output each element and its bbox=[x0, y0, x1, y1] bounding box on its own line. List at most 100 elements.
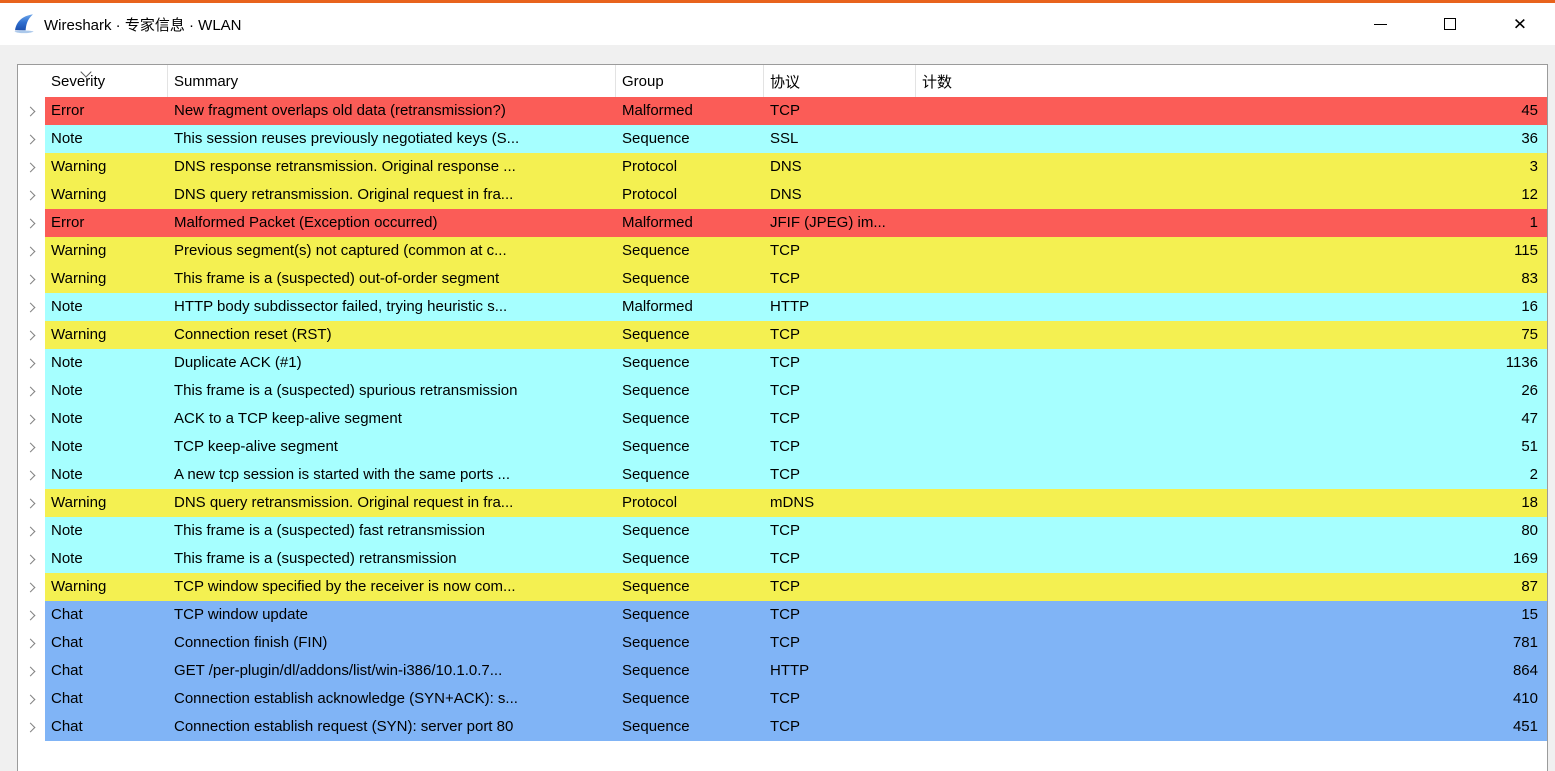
expert-info-table: Severity Summary Group 协议 计数 Error New fr… bbox=[17, 64, 1548, 771]
chevron-right-icon[interactable] bbox=[25, 554, 36, 564]
row-gutter bbox=[18, 349, 45, 377]
table-row[interactable]: Chat Connection establish request (SYN): … bbox=[18, 713, 1547, 741]
row-background: Note TCP keep-alive segment Sequence TCP 51 bbox=[45, 433, 1547, 461]
table-row[interactable]: Note ACK to a TCP keep-alive segment Seque… bbox=[18, 405, 1547, 433]
row-background: Warning DNS response retransmission. Orig… bbox=[45, 153, 1547, 181]
cell-count: 1136 bbox=[1505, 354, 1538, 371]
chevron-right-icon[interactable] bbox=[25, 526, 36, 536]
cell-summary: Previous segment(s) not captured (common… bbox=[174, 242, 507, 259]
cell-summary: A new tcp session is started with the sa… bbox=[174, 466, 510, 483]
cell-count: 16 bbox=[1521, 298, 1538, 315]
chevron-right-icon[interactable] bbox=[25, 358, 36, 368]
chevron-right-icon[interactable] bbox=[25, 498, 36, 508]
chevron-right-icon[interactable] bbox=[25, 470, 36, 480]
cell-protocol: SSL bbox=[770, 130, 799, 147]
chevron-right-icon[interactable] bbox=[25, 302, 36, 312]
row-background: Chat TCP window update Sequence TCP 15 bbox=[45, 601, 1547, 629]
cell-severity: Note bbox=[51, 466, 83, 483]
chevron-right-icon[interactable] bbox=[25, 274, 36, 284]
chevron-right-icon[interactable] bbox=[25, 106, 36, 116]
cell-count: 26 bbox=[1521, 382, 1538, 399]
wireshark-logo-icon bbox=[14, 14, 34, 34]
chevron-right-icon[interactable] bbox=[25, 414, 36, 424]
chevron-right-icon[interactable] bbox=[25, 386, 36, 396]
chevron-right-icon[interactable] bbox=[25, 246, 36, 256]
row-background: Chat Connection finish (FIN) Sequence TCP 78… bbox=[45, 629, 1547, 657]
cell-severity: Note bbox=[51, 438, 83, 455]
cell-group: Sequence bbox=[622, 578, 690, 595]
table-row[interactable]: Note TCP keep-alive segment Sequence TCP 51 bbox=[18, 433, 1547, 461]
cell-group: Sequence bbox=[622, 634, 690, 651]
chevron-right-icon[interactable] bbox=[25, 610, 36, 620]
table-row[interactable]: Warning Previous segment(s) not captured … bbox=[18, 237, 1547, 265]
chevron-right-icon[interactable] bbox=[25, 190, 36, 200]
chevron-right-icon[interactable] bbox=[25, 666, 36, 676]
maximize-button[interactable] bbox=[1415, 3, 1485, 45]
table-row[interactable]: Note This frame is a (suspected) retransm… bbox=[18, 545, 1547, 573]
chevron-right-icon[interactable] bbox=[25, 638, 36, 648]
row-background: Note HTTP body subdissector failed, tryin… bbox=[45, 293, 1547, 321]
cell-severity: Note bbox=[51, 410, 83, 427]
table-row[interactable]: Error New fragment overlaps old data (ret… bbox=[18, 97, 1547, 125]
table-row[interactable]: Chat TCP window update Sequence TCP 15 bbox=[18, 601, 1547, 629]
column-header-group[interactable]: Group bbox=[616, 65, 764, 97]
cell-summary: TCP window update bbox=[174, 606, 308, 623]
cell-summary: Connection finish (FIN) bbox=[174, 634, 328, 651]
chevron-right-icon[interactable] bbox=[25, 582, 36, 592]
table-row[interactable]: Warning DNS query retransmission. Origina… bbox=[18, 181, 1547, 209]
close-button[interactable]: ✕ bbox=[1485, 3, 1555, 45]
chevron-right-icon[interactable] bbox=[25, 694, 36, 704]
chevron-right-icon[interactable] bbox=[25, 722, 36, 732]
table-row[interactable]: Warning TCP window specified by the recei… bbox=[18, 573, 1547, 601]
chevron-right-icon[interactable] bbox=[25, 218, 36, 228]
row-gutter bbox=[18, 629, 45, 657]
table-row[interactable]: Note Duplicate ACK (#1) Sequence TCP 1136 bbox=[18, 349, 1547, 377]
cell-group: Sequence bbox=[622, 326, 690, 343]
cell-severity: Warning bbox=[51, 242, 107, 259]
table-row[interactable]: Note HTTP body subdissector failed, tryin… bbox=[18, 293, 1547, 321]
cell-summary: TCP window specified by the receiver is … bbox=[174, 578, 516, 595]
cell-summary: New fragment overlaps old data (retransm… bbox=[174, 102, 506, 119]
cell-count: 80 bbox=[1521, 522, 1538, 539]
cell-severity: Note bbox=[51, 382, 83, 399]
row-background: Error Malformed Packet (Exception occurre… bbox=[45, 209, 1547, 237]
table-row[interactable]: Chat Connection finish (FIN) Sequence TCP 78… bbox=[18, 629, 1547, 657]
minimize-button[interactable] bbox=[1345, 3, 1415, 45]
row-gutter bbox=[18, 377, 45, 405]
table-row[interactable]: Note This session reuses previously negot… bbox=[18, 125, 1547, 153]
chevron-right-icon[interactable] bbox=[25, 134, 36, 144]
table-row[interactable]: Note This frame is a (suspected) fast ret… bbox=[18, 517, 1547, 545]
table-row[interactable]: Note This frame is a (suspected) spurious… bbox=[18, 377, 1547, 405]
cell-protocol: TCP bbox=[770, 634, 800, 651]
chevron-right-icon[interactable] bbox=[25, 162, 36, 172]
cell-summary: Connection establish acknowledge (SYN+AC… bbox=[174, 690, 518, 707]
column-header-count[interactable]: 计数 bbox=[922, 73, 953, 91]
row-background: Note This session reuses previously negot… bbox=[45, 125, 1547, 153]
cell-group: Sequence bbox=[622, 466, 690, 483]
cell-group: Sequence bbox=[622, 690, 690, 707]
chevron-right-icon[interactable] bbox=[25, 442, 36, 452]
cell-summary: This session reuses previously negotiate… bbox=[174, 130, 520, 147]
table-row[interactable]: Error Malformed Packet (Exception occurre… bbox=[18, 209, 1547, 237]
cell-count: 864 bbox=[1512, 662, 1538, 679]
table-row[interactable]: Warning Connection reset (RST) Sequence TCP… bbox=[18, 321, 1547, 349]
column-header-severity[interactable]: Severity bbox=[18, 65, 168, 97]
table-row[interactable]: Note A new tcp session is started with th… bbox=[18, 461, 1547, 489]
cell-group: Sequence bbox=[622, 522, 690, 539]
table-row[interactable]: Chat GET /per-plugin/dl/addons/list/win-i… bbox=[18, 657, 1547, 685]
cell-count: 45 bbox=[1521, 102, 1538, 119]
row-background: Warning DNS query retransmission. Origina… bbox=[45, 181, 1547, 209]
table-row[interactable]: Warning DNS response retransmission. Orig… bbox=[18, 153, 1547, 181]
column-header-summary[interactable]: Summary bbox=[168, 65, 616, 97]
cell-severity: Warning bbox=[51, 578, 107, 595]
table-row[interactable]: Warning This frame is a (suspected) out-o… bbox=[18, 265, 1547, 293]
table-row[interactable]: Chat Connection establish acknowledge (SY… bbox=[18, 685, 1547, 713]
chevron-right-icon[interactable] bbox=[25, 330, 36, 340]
cell-group: Sequence bbox=[622, 718, 690, 735]
cell-summary: ACK to a TCP keep-alive segment bbox=[174, 410, 402, 427]
column-header-protocol[interactable]: 协议 bbox=[764, 65, 916, 97]
cell-protocol: TCP bbox=[770, 690, 800, 707]
cell-severity: Note bbox=[51, 550, 83, 567]
cell-count: 1 bbox=[1529, 214, 1538, 231]
table-row[interactable]: Warning DNS query retransmission. Origina… bbox=[18, 489, 1547, 517]
